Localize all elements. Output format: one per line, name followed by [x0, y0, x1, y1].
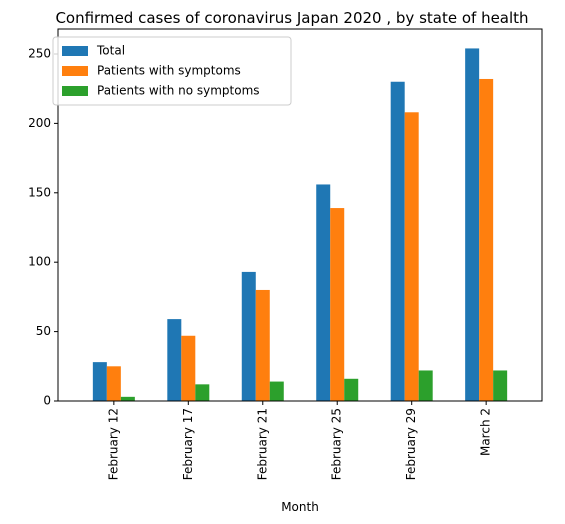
- bar: [479, 78, 494, 401]
- legend: Total Patients with symptoms Patients with…: [52, 36, 292, 106]
- y-tick-label: 50: [36, 324, 51, 338]
- chart-title: Confirmed cases of coronavirus Japan 202…: [55, 9, 528, 27]
- bar: [106, 366, 121, 401]
- axes-frame: [57, 28, 543, 402]
- plot-area: [92, 48, 508, 402]
- legend-swatch: [62, 86, 88, 96]
- y-tick-label: 200: [28, 116, 51, 130]
- x-tick-label: February 17: [181, 408, 195, 480]
- y-axis-ticks: 0 50 100 150 200 250: [28, 46, 58, 408]
- y-tick-label: 100: [28, 255, 51, 269]
- x-axis-label: Month: [281, 500, 319, 514]
- bar: [330, 208, 345, 401]
- bar: [167, 319, 182, 401]
- bar: [195, 384, 210, 401]
- bar: [269, 381, 284, 401]
- bar: [120, 396, 135, 401]
- bar: [344, 378, 359, 401]
- bar: [404, 112, 419, 402]
- x-axis-ticks: February 12 February 17 February 21 Februar…: [106, 401, 493, 480]
- bar: [316, 184, 331, 401]
- bar: [92, 362, 107, 401]
- legend-swatch: [62, 46, 88, 56]
- y-tick-label: 0: [43, 394, 51, 408]
- bar: [465, 48, 480, 402]
- legend-frame: [52, 36, 292, 106]
- legend-swatch: [62, 66, 88, 76]
- x-tick-label: February 21: [255, 408, 269, 480]
- bar: [255, 289, 270, 401]
- bar: [493, 370, 508, 401]
- bar: [181, 335, 196, 401]
- bar: [241, 271, 256, 401]
- bar: [418, 370, 433, 401]
- legend-label: Patients with symptoms: [97, 64, 241, 78]
- legend-label: Patients with no symptoms: [97, 84, 260, 98]
- x-tick-label: March 2: [479, 408, 493, 456]
- legend-label: Total: [96, 44, 125, 58]
- x-tick-label: February 25: [330, 408, 344, 480]
- x-tick-label: February 12: [106, 408, 120, 480]
- y-tick-label: 250: [28, 46, 51, 60]
- bar: [390, 81, 405, 401]
- x-tick-label: February 29: [404, 408, 418, 480]
- y-tick-label: 150: [28, 185, 51, 199]
